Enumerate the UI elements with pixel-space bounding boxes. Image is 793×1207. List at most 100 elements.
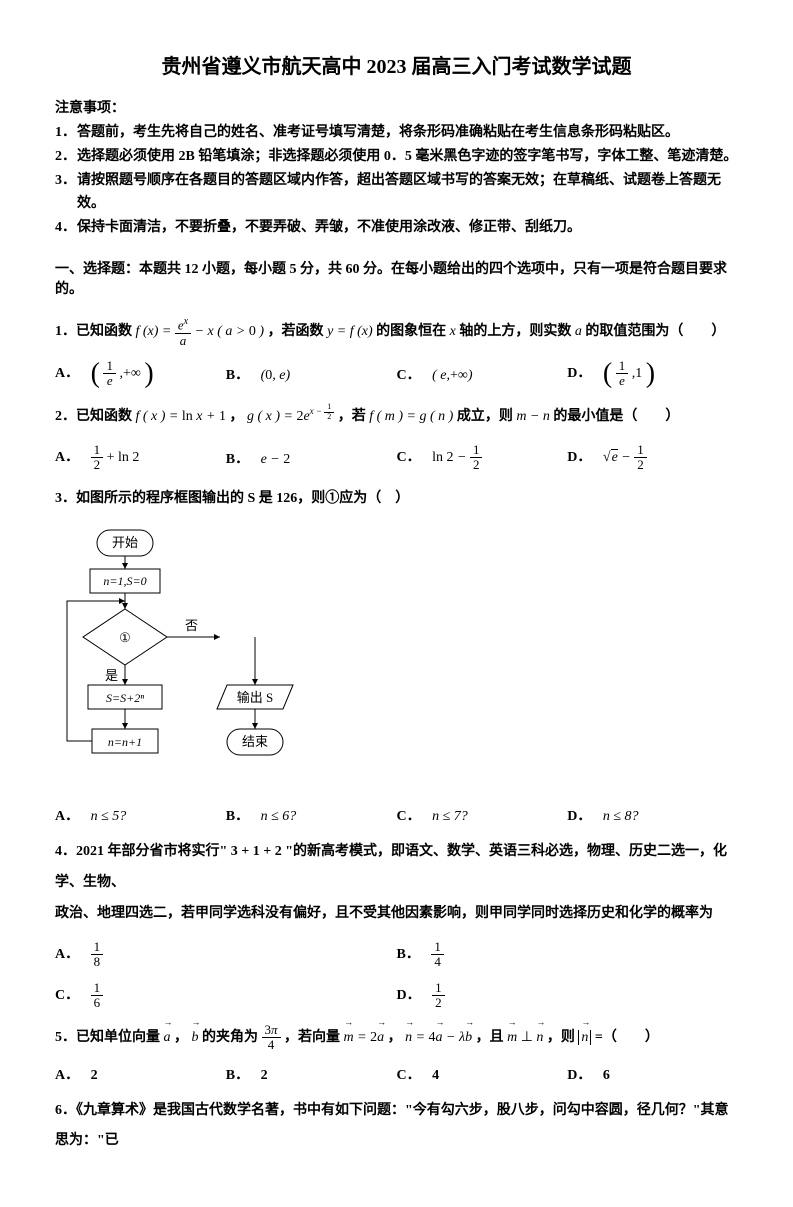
q1-b-label: B． — [226, 368, 249, 383]
notice-2-num: 2． — [55, 145, 77, 169]
flow-start: 开始 — [112, 535, 138, 550]
q3-c-label: C． — [397, 809, 421, 824]
q5-vec-b: b — [192, 1023, 199, 1054]
q5-vec-a: a — [164, 1023, 171, 1054]
q2-mid3: 成立，则 — [457, 409, 517, 424]
q2-mid2: ，若 — [338, 409, 370, 424]
q1-option-a: A． ( 1e ,+∞ ) — [55, 358, 226, 390]
q4-options-2: C． 16 D． 12 — [55, 981, 738, 1011]
q5-mid3: ，若向量 — [284, 1030, 344, 1045]
q5-angle: 3π4 — [262, 1023, 281, 1053]
q5-mid4: ， — [388, 1030, 402, 1045]
q2-mn: m − n — [516, 409, 550, 424]
q1-options: A． ( 1e ,+∞ ) B． (0, e) C． ( e,+∞) D． ( … — [55, 358, 738, 390]
q2-f: f ( x ) = ln x + 1 — [136, 409, 226, 424]
q2-mid1: ， — [229, 409, 243, 424]
q3-d-label: D． — [567, 809, 591, 824]
q5-option-d: D． 6 — [567, 1064, 738, 1084]
q5-mid2: 的夹角为 — [202, 1030, 262, 1045]
q1-d-label: D． — [567, 366, 591, 381]
q3-option-c: C． n ≤ 7? — [397, 805, 568, 825]
q2-option-d: D． √e − 12 — [567, 443, 738, 473]
q2-c-label: C． — [397, 450, 421, 465]
q5-options: A． 2 B． 2 C． 4 D． 6 — [55, 1064, 738, 1084]
q5-option-c: C． 4 — [397, 1064, 568, 1084]
q1-c-label: C． — [397, 368, 421, 383]
q1-mid2: 的图象恒在 — [376, 324, 450, 339]
q4-option-d: D． 12 — [397, 981, 739, 1011]
q2-option-a: A． 12 + ln 2 — [55, 443, 226, 473]
notice-3: 3． 请按照题号顺序在各题目的答题区域内作答，超出答题区域书写的答案无效；在草稿… — [55, 169, 738, 217]
q5-a-label: A． — [55, 1068, 79, 1083]
q4-b-label: B． — [397, 947, 420, 962]
q5-d-label: D． — [567, 1068, 591, 1083]
q1-formula-3: y = f (x) — [327, 324, 373, 339]
flow-out: 输出 S — [237, 690, 273, 705]
q4-d-label: D． — [397, 988, 421, 1003]
q5-option-a: A． 2 — [55, 1064, 226, 1084]
q5-d-text: 6 — [603, 1068, 610, 1083]
q3-c-text: n ≤ 7? — [432, 809, 468, 824]
q2-option-b: B． e − 2 — [226, 448, 397, 468]
q5-b-label: B． — [226, 1068, 249, 1083]
q1-mid3: 轴的上方，则实数 — [459, 324, 575, 339]
flowchart: 开始 n=1,S=0 ① 否 是 S=S+2ⁿ 输出 S n=n+1 结束 — [55, 525, 315, 795]
q1-suffix: 的取值范围为（ ） — [585, 324, 725, 339]
q3-option-b: B． n ≤ 6? — [226, 805, 397, 825]
notice-2-text: 选择题必须使用 2B 铅笔填涂；非选择题必须使用 0．5 毫米黑色字迹的签字笔书… — [77, 145, 737, 169]
q1-x: x — [450, 324, 456, 339]
q2-a-label: A． — [55, 450, 79, 465]
q4-line1: 4．2021 年部分省市将实行" 3 + 1 + 2 "的新高考模式，即语文、数… — [55, 844, 727, 890]
q5-mid1: ， — [174, 1030, 188, 1045]
notice-3-text: 请按照题号顺序在各题目的答题区域内作答，超出答题区域书写的答案无效；在草稿纸、试… — [77, 169, 738, 217]
q5-option-b: B． 2 — [226, 1064, 397, 1084]
q1-formula-1: f (x) = — [136, 324, 175, 339]
q3-option-a: A． n ≤ 5? — [55, 805, 226, 825]
q4-options-1: A． 18 B． 14 — [55, 940, 738, 970]
flow-init: n=1,S=0 — [103, 574, 146, 588]
question-5: 5．已知单位向量 a ， b 的夹角为 3π4 ，若向量 m = 2a ， n … — [55, 1023, 738, 1054]
flow-cond: ① — [119, 630, 131, 645]
q4-a-label: A． — [55, 947, 79, 962]
q2-prefix: 2．已知函数 — [55, 409, 136, 424]
q1-frac-1: exa — [175, 316, 191, 348]
q5-prefix: 5．已知单位向量 — [55, 1030, 164, 1045]
notice-label: 注意事项： — [55, 97, 738, 117]
question-6: 6．《九章算术》是我国古代数学名著，书中有如下问题："今有勾六步，股八步，问勾中… — [55, 1096, 738, 1158]
q1-option-c: C． ( e,+∞) — [397, 364, 568, 384]
q3-option-d: D． n ≤ 8? — [567, 805, 738, 825]
q1-a: a — [575, 324, 582, 339]
q5-mid6: ，则 — [547, 1030, 579, 1045]
q1-option-d: D． ( 1e ,1 ) — [567, 358, 738, 390]
page-title: 贵州省遵义市航天高中 2023 届高三入门考试数学试题 — [55, 50, 738, 79]
q4-option-b: B． 14 — [397, 940, 739, 970]
flow-yes: 是 — [105, 668, 118, 683]
q2-suffix: 的最小值是（ ） — [553, 409, 679, 424]
q3-a-label: A． — [55, 809, 79, 824]
q2-d-label: D． — [567, 450, 591, 465]
q5-perp: m ⊥ n — [507, 1030, 543, 1045]
flow-end: 结束 — [242, 734, 268, 749]
q2-options: A． 12 + ln 2 B． e − 2 C． ln 2 − 12 D． √e… — [55, 443, 738, 473]
q2-g: g ( x ) = 2ex − 12 — [247, 409, 334, 424]
q4-option-a: A． 18 — [55, 940, 397, 970]
q2-b-label: B． — [226, 452, 249, 467]
notice-1-num: 1． — [55, 121, 77, 145]
q2-eq: f ( m ) = g ( n ) — [369, 409, 453, 424]
question-3: 3．如图所示的程序框图输出的 S 是 126，则①应为（ ） — [55, 484, 738, 515]
q5-a-text: 2 — [91, 1068, 98, 1083]
notice-4: 4． 保持卡面清洁，不要折叠，不要弄破、弄皱，不准使用涂改液、修正带、刮纸刀。 — [55, 216, 738, 240]
q5-b-text: 2 — [261, 1068, 268, 1083]
q4-option-c: C． 16 — [55, 981, 397, 1011]
q4-c-label: C． — [55, 988, 79, 1003]
question-1: 1．已知函数 f (x) = exa − x ( a > 0 ) ，若函数 y … — [55, 316, 738, 348]
notice-2: 2． 选择题必须使用 2B 铅笔填涂；非选择题必须使用 0．5 毫米黑色字迹的签… — [55, 145, 738, 169]
q4-line2: 政治、地理四选二，若甲同学选科没有偏好，且不受其他因素影响，则甲同学同时选择历史… — [55, 906, 713, 921]
notice-3-num: 3． — [55, 169, 77, 217]
flow-step2: n=n+1 — [108, 735, 142, 749]
q5-c-label: C． — [397, 1068, 421, 1083]
flow-step1: S=S+2ⁿ — [106, 691, 144, 705]
q2-option-c: C． ln 2 − 12 — [397, 443, 568, 473]
q1-formula-2: − x ( a > 0 ) — [195, 324, 264, 339]
q1-option-b: B． (0, e) — [226, 364, 397, 384]
